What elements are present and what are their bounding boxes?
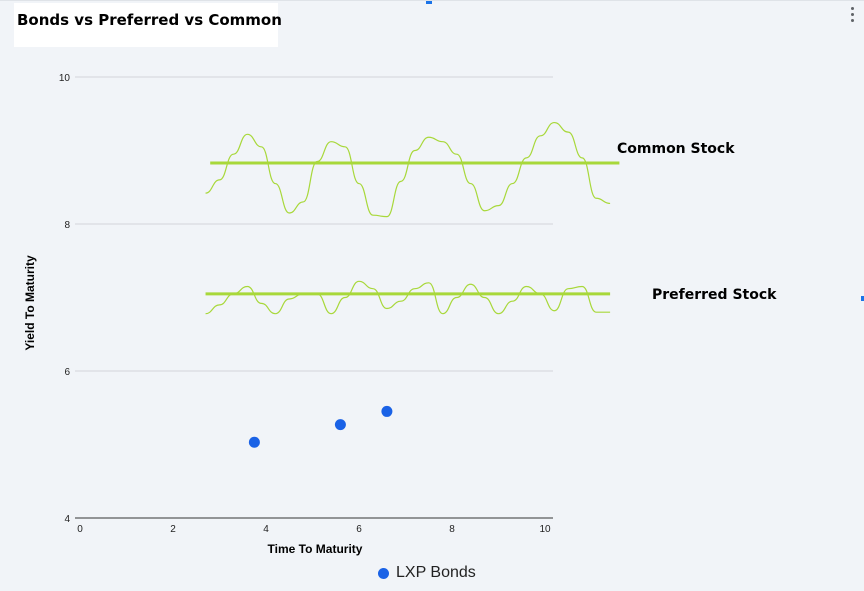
more-options-icon[interactable] — [850, 7, 856, 27]
x-tick-label-2: 2 — [170, 524, 176, 535]
legend[interactable]: LXP Bonds — [378, 564, 476, 582]
x-axis-title: Time To Maturity — [268, 542, 363, 556]
x-tick-label-6: 6 — [356, 524, 362, 535]
x-tick-label-0: 0 — [77, 524, 83, 535]
common-stock-label: Common Stock — [617, 141, 735, 157]
y-axis-ticks: 4 6 8 10 — [59, 73, 71, 525]
common-stock-wave — [205, 121, 611, 218]
gridlines — [75, 76, 553, 519]
x-tick-label-4: 4 — [263, 524, 269, 535]
x-tick-label-10: 10 — [539, 524, 551, 535]
y-tick-label-8: 8 — [64, 220, 70, 231]
points-layer — [248, 405, 393, 448]
data-point-3 — [381, 405, 393, 417]
x-axis-ticks: 0 2 4 6 8 10 — [77, 524, 551, 535]
preferred-stock-wave — [205, 280, 611, 315]
y-tick-label-4: 4 — [64, 514, 70, 525]
legend-label-lxp-bonds: LXP Bonds — [396, 564, 476, 581]
annotation-layer: Common Stock Preferred Stock — [205, 121, 777, 315]
chart-title-box: Bonds vs Preferred vs Common — [14, 3, 282, 47]
data-point-1 — [248, 436, 260, 448]
right-resize-handle[interactable] — [861, 296, 864, 301]
y-tick-label-6: 6 — [64, 367, 70, 378]
y-axis-title: Yield To Maturity — [23, 255, 37, 351]
y-tick-label-10: 10 — [59, 73, 71, 84]
data-point-2 — [334, 419, 346, 431]
top-resize-handle[interactable] — [426, 1, 432, 4]
x-tick-label-8: 8 — [449, 524, 455, 535]
chart-title: Bonds vs Preferred vs Common — [17, 11, 282, 29]
preferred-stock-label: Preferred Stock — [652, 287, 777, 303]
legend-marker — [378, 567, 389, 579]
